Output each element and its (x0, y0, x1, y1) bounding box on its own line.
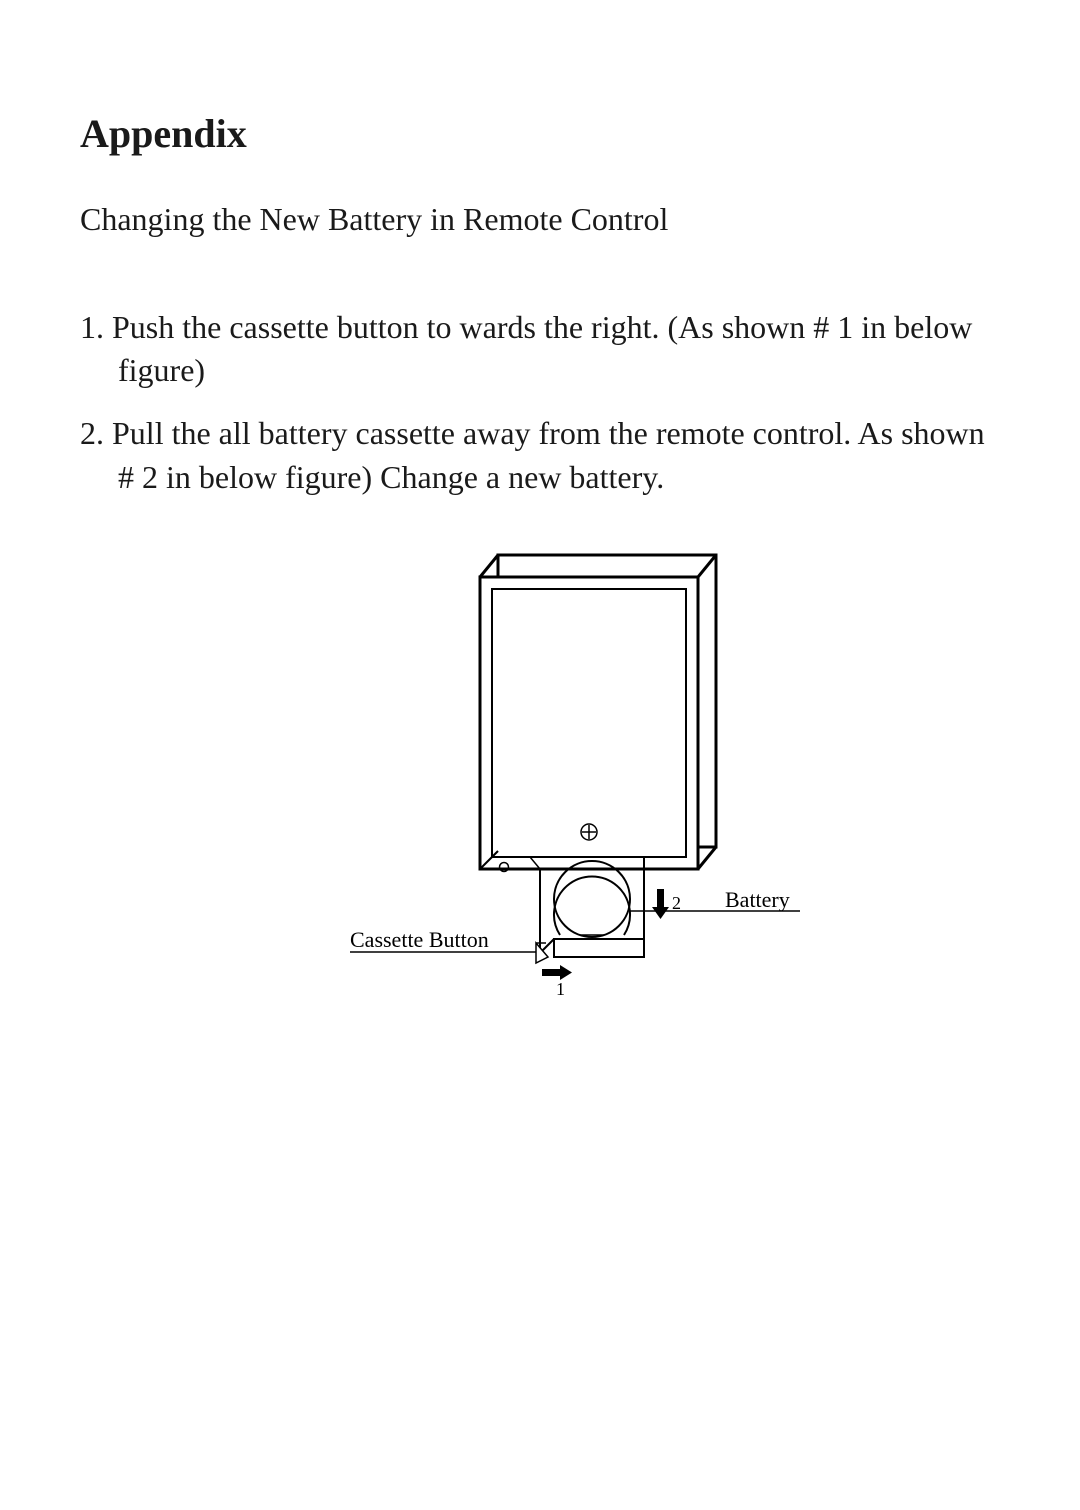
cassette-button-label: Cassette Button (350, 927, 536, 952)
svg-text:Battery: Battery (725, 887, 790, 912)
svg-text:Cassette Button: Cassette Button (350, 927, 489, 952)
remote-body-icon (480, 555, 716, 869)
figure-number-2: 2 (672, 893, 681, 913)
remote-control-figure: Cassette Button Battery 1 2 (80, 547, 1000, 1057)
step-2: 2. Pull the all battery cassette away fr… (80, 412, 1000, 498)
step-1: 1. Push the cassette button to wards the… (80, 306, 1000, 392)
step-1-number: 1. (80, 309, 104, 345)
arrow-1-icon (542, 965, 572, 980)
step-2-line2: # 2 in below figure) Change a new batter… (118, 456, 1000, 499)
arrow-2-icon (652, 889, 669, 919)
battery-cassette-icon (530, 857, 644, 957)
screw-icon (581, 824, 597, 840)
step-2-line1: Pull the all battery cassette away from … (112, 415, 985, 451)
page-title: Appendix (80, 110, 1000, 157)
step-1-line2: figure) (118, 349, 1000, 392)
figure-number-1: 1 (556, 979, 565, 999)
step-1-line1: Push the cassette button to wards the ri… (112, 309, 972, 345)
section-subtitle: Changing the New Battery in Remote Contr… (80, 201, 1000, 238)
step-2-number: 2. (80, 415, 104, 451)
